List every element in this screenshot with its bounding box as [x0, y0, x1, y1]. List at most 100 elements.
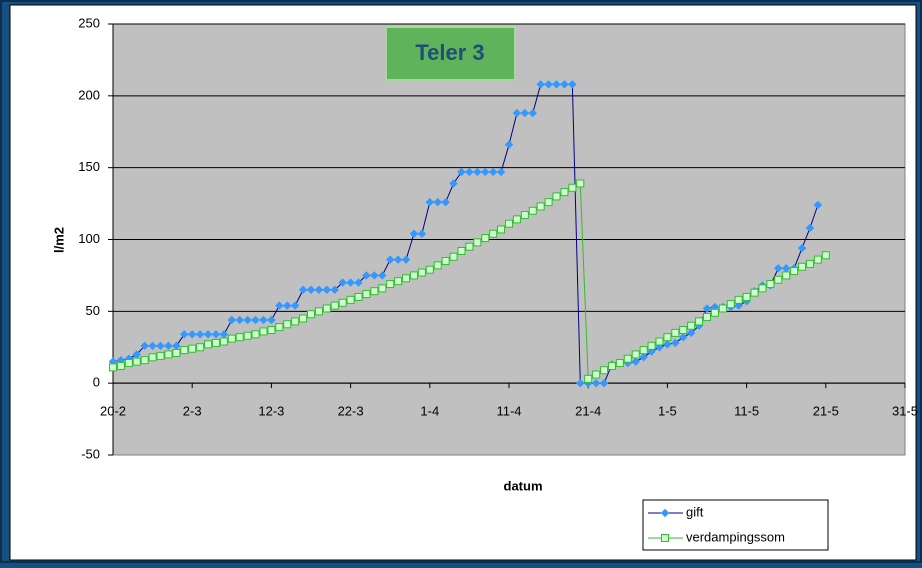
marker	[805, 259, 814, 268]
marker	[148, 341, 157, 351]
marker	[291, 317, 300, 326]
marker	[180, 346, 189, 355]
marker	[259, 315, 268, 325]
marker	[679, 326, 688, 335]
marker	[663, 333, 672, 342]
marker	[370, 287, 379, 296]
marker	[219, 337, 228, 346]
marker	[235, 333, 244, 342]
y-axis-label: l/m2	[51, 227, 66, 253]
y-tick-label: 200	[78, 87, 100, 102]
marker	[520, 108, 530, 118]
marker	[211, 330, 221, 339]
marker	[481, 234, 490, 243]
marker	[465, 167, 474, 177]
marker	[259, 327, 268, 336]
marker	[283, 320, 292, 329]
marker	[568, 80, 577, 89]
marker	[695, 317, 704, 326]
x-axis-label: datum	[504, 478, 543, 493]
marker	[417, 229, 427, 238]
marker	[623, 354, 632, 363]
marker	[330, 301, 339, 310]
marker	[164, 341, 173, 351]
marker	[813, 255, 822, 264]
marker	[275, 323, 284, 332]
marker	[195, 330, 205, 339]
y-tick-label: 100	[78, 231, 100, 246]
marker	[188, 344, 197, 353]
legend	[642, 499, 829, 551]
marker	[180, 330, 189, 339]
marker	[187, 330, 197, 339]
marker	[203, 330, 213, 339]
marker	[774, 264, 783, 273]
marker	[457, 167, 466, 177]
marker	[528, 108, 537, 118]
marker	[243, 315, 252, 325]
marker	[560, 80, 569, 89]
marker	[607, 361, 616, 370]
marker	[505, 219, 513, 228]
marker	[520, 211, 529, 220]
marker	[449, 179, 458, 188]
marker	[140, 356, 149, 365]
marker	[267, 315, 276, 325]
marker	[362, 271, 371, 280]
x-tick-label: 21-5	[813, 404, 839, 419]
marker	[283, 301, 292, 310]
marker	[164, 350, 173, 359]
marker	[251, 330, 260, 339]
marker	[441, 257, 450, 266]
marker	[552, 80, 561, 89]
x-tick-label: 12-3	[258, 404, 284, 419]
marker	[172, 348, 181, 357]
marker	[306, 285, 316, 294]
y-tick-label: 250	[78, 15, 100, 30]
marker	[370, 271, 379, 280]
marker	[449, 252, 458, 261]
marker	[774, 275, 783, 284]
marker	[148, 353, 157, 362]
marker	[211, 338, 220, 347]
marker	[536, 80, 545, 89]
marker	[378, 271, 387, 280]
marker	[544, 80, 553, 89]
marker	[552, 192, 561, 201]
marker	[299, 314, 308, 323]
marker	[512, 108, 522, 118]
x-tick-label: 2-3	[183, 404, 202, 419]
marker	[798, 262, 807, 271]
marker	[409, 229, 419, 238]
marker	[734, 295, 743, 304]
x-tick-label: 31-5	[892, 404, 918, 419]
marker	[512, 215, 521, 224]
marker	[639, 353, 648, 362]
legend-marker	[661, 534, 669, 542]
marker	[726, 300, 735, 309]
marker	[227, 334, 236, 343]
marker	[639, 346, 648, 355]
marker	[821, 251, 830, 260]
marker	[766, 280, 775, 289]
marker	[631, 357, 640, 366]
marker	[425, 265, 434, 274]
marker	[346, 278, 355, 287]
marker	[251, 315, 260, 325]
y-tick-label: -50	[81, 446, 100, 461]
marker	[116, 361, 125, 370]
marker	[797, 243, 807, 253]
marker	[599, 378, 609, 388]
legend-marker	[660, 508, 670, 518]
marker	[758, 284, 767, 293]
marker	[671, 338, 680, 348]
x-tick-label: 11-5	[734, 404, 759, 419]
marker	[702, 304, 712, 313]
marker	[235, 315, 244, 325]
marker	[655, 337, 664, 346]
x-tick-label: 20-2	[100, 404, 126, 419]
marker	[402, 274, 411, 283]
marker	[307, 310, 315, 319]
marker	[647, 341, 656, 350]
